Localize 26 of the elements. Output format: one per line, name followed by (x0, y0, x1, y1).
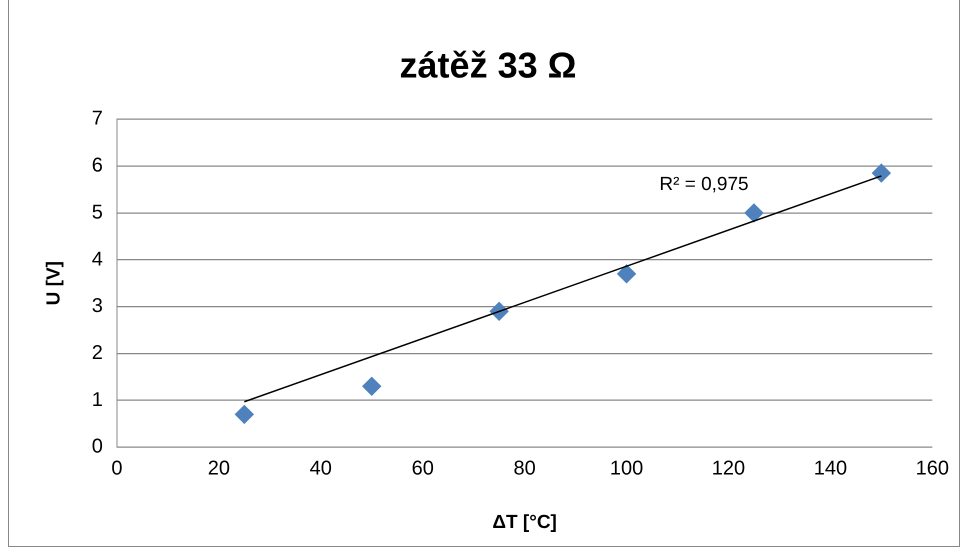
point (362, 376, 382, 396)
point (744, 203, 764, 222)
x-tick-label: 100 (610, 458, 644, 480)
x-tick-label: 160 (916, 458, 950, 480)
y-tick-label: 4 (92, 248, 103, 270)
chart-title: zátěž 33 Ω (400, 44, 576, 86)
y-tick-label: 3 (92, 295, 103, 318)
y-tick-label: 2 (92, 342, 103, 364)
y-axis-title: U [V] (44, 261, 65, 306)
x-tick-label: 60 (412, 458, 434, 480)
y-tick-label: 6 (92, 154, 103, 177)
y-tick-label: 7 (92, 108, 103, 130)
y-tick-label: 0 (92, 436, 103, 458)
x-tick-label: 40 (310, 458, 332, 480)
y-tick-label: 1 (92, 388, 103, 411)
x-tick-label: 20 (208, 458, 230, 480)
x-tick-label: 80 (513, 458, 536, 480)
annotation: R² = 0,975 (659, 174, 749, 196)
point (617, 264, 636, 284)
x-axis-title: ΔT [°C] (492, 512, 557, 533)
x-tick-label: 0 (111, 458, 122, 480)
x-tick-label: 140 (814, 458, 848, 480)
y-tick-label: 5 (92, 201, 103, 224)
point (872, 164, 891, 183)
x-tick-label: 120 (712, 458, 746, 480)
point (234, 404, 254, 424)
